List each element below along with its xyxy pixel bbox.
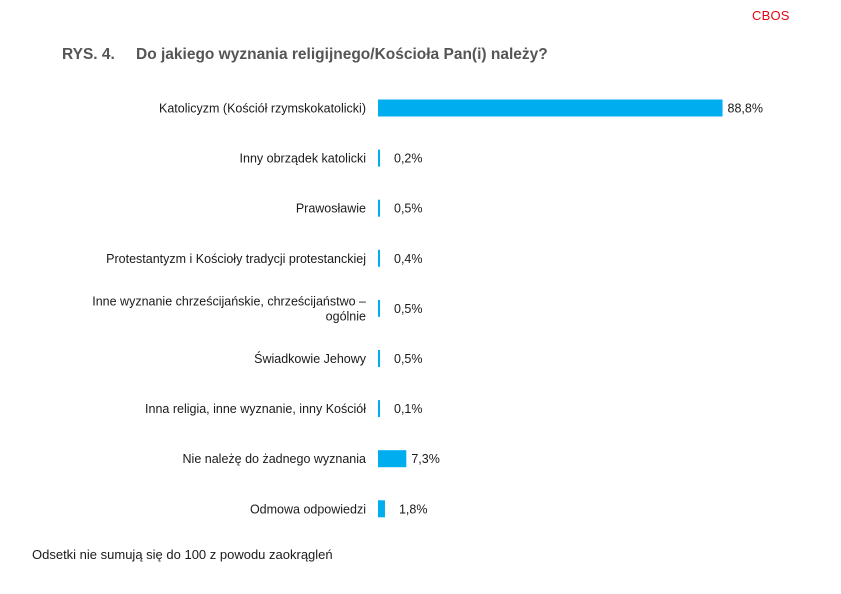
value-label-1: 0,2%: [394, 152, 423, 166]
category-label-2: Prawosławie: [296, 202, 366, 216]
bar-4: [378, 299, 380, 317]
category-label-7: Nie należę do żadnego wyznania: [183, 452, 367, 466]
category-label-5: Świadkowie Jehowy: [254, 351, 367, 366]
title-text: Do jakiego wyznania religijnego/Kościoła…: [136, 46, 548, 63]
bar-3: [378, 249, 380, 267]
brand-logo: CBOS: [752, 8, 790, 23]
value-label-2: 0,5%: [394, 202, 423, 216]
figure-number: RYS. 4.: [62, 46, 115, 63]
chart-title: RYS. 4. Do jakiego wyznania religijnego/K…: [62, 46, 548, 64]
bar-8: [378, 500, 385, 518]
value-label-7: 7,3%: [411, 452, 440, 466]
bar-1: [378, 149, 380, 167]
footnote: Odsetki nie sumują się do 100 z powodu z…: [32, 547, 333, 562]
value-label-3: 0,4%: [394, 252, 423, 266]
category-label-0: Katolicyzm (Kościół rzymskokatolicki): [159, 102, 366, 116]
value-label-8: 1,8%: [399, 502, 428, 516]
category-label-8: Odmowa odpowiedzi: [250, 502, 366, 516]
category-label-6: Inna religia, inne wyznanie, inny Kośció…: [145, 402, 366, 416]
bar-2: [378, 199, 380, 217]
category-label-4: Inne wyznanie chrześcijańskie, chrześcij…: [92, 294, 366, 323]
value-label-4: 0,5%: [394, 302, 423, 316]
value-label-6: 0,1%: [394, 402, 423, 416]
category-label-1: Inny obrządek katolicki: [240, 152, 366, 166]
bar-0: [378, 99, 723, 117]
category-label-3: Protestantyzm i Kościoły tradycji protes…: [106, 252, 366, 266]
bar-5: [378, 350, 380, 367]
bar-7: [378, 450, 407, 468]
value-label-0: 88,8%: [728, 102, 763, 116]
bar-6: [378, 400, 380, 418]
value-label-5: 0,5%: [394, 352, 423, 366]
